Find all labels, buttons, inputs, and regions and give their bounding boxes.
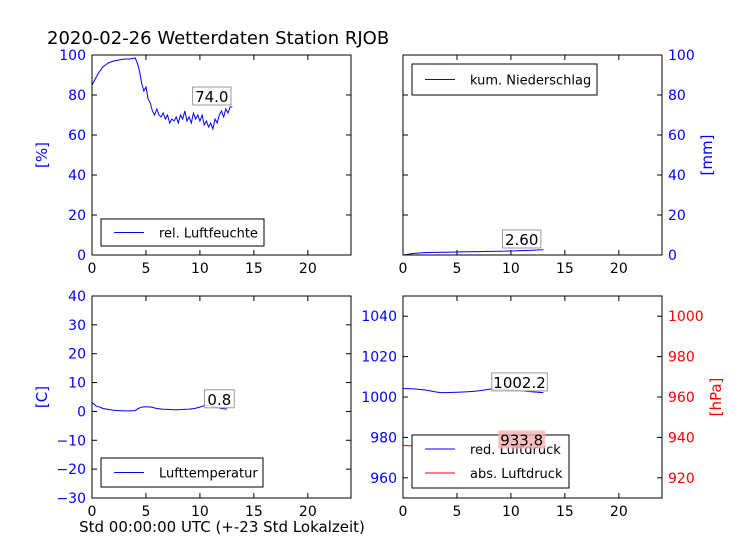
x-tick-label: 15 <box>245 261 263 277</box>
x-tick-label: 5 <box>141 261 150 277</box>
y-tick-label: 80 <box>668 88 686 104</box>
x-tick-label: 15 <box>556 504 574 520</box>
series-line <box>402 249 544 256</box>
y-tick-label: 20 <box>668 208 686 224</box>
y-tick-label: 0 <box>77 404 86 420</box>
series-line <box>91 402 227 412</box>
temperature-panel: 0 5 10 15 20 −30 −20 −10 0 10 20 30 40 [C] Lufttempera… <box>33 289 352 520</box>
x-tick-label: 10 <box>191 504 209 520</box>
axes-frame <box>402 54 663 256</box>
y-tick-label: 40 <box>68 168 86 184</box>
y-tick-label: 940 <box>668 430 695 446</box>
value-label-box <box>502 229 542 249</box>
axes-frame <box>91 54 352 256</box>
x-tick-label: 0 <box>399 261 408 277</box>
y-tick-label: 0 <box>77 248 86 264</box>
legend-label: kum. Niederschlag <box>470 74 591 89</box>
value-label: 74.0 <box>195 88 228 106</box>
x-tick-label: 0 <box>88 261 97 277</box>
figure-title: 2020-02-26 Wetterdaten Station RJOB <box>47 28 389 49</box>
y-tick-label: 960 <box>370 471 397 487</box>
value-label: 933.8 <box>500 431 543 449</box>
y-tick-label: 960 <box>668 390 695 406</box>
x-tick-label: 20 <box>299 504 317 520</box>
axes-frame <box>91 295 352 499</box>
y-tick-label: 1020 <box>361 350 397 366</box>
value-label: 1002.2 <box>493 374 546 392</box>
y-axis-label: [hPa] <box>707 378 725 417</box>
x-tick-label: 15 <box>245 504 263 520</box>
humidity-panel: 0 5 10 15 20 0 20 40 60 80 100 [%] rel. Luftfeuchte 7… <box>33 48 352 277</box>
x-tick-label: 5 <box>452 261 461 277</box>
y-tick-label: 1000 <box>668 309 704 325</box>
x-tick-label: 0 <box>88 504 97 520</box>
value-label: 0.8 <box>207 391 231 409</box>
y-tick-label: 980 <box>668 350 695 366</box>
y-tick-label: 920 <box>668 471 695 487</box>
y-axis-label: [C] <box>33 386 51 408</box>
legend-label: abs. Luftdruck <box>470 467 563 482</box>
y-tick-label: 20 <box>68 347 86 363</box>
x-axis-label: Std 00:00:00 UTC (+-23 Std Lokalzeit) <box>79 518 365 536</box>
value-label-box <box>203 389 235 409</box>
legend-label: rel. Luftfeuchte <box>159 227 258 242</box>
value-label: 2.60 <box>505 231 538 249</box>
y-tick-label: 0 <box>668 248 677 264</box>
x-tick-label: 15 <box>556 261 574 277</box>
precip-panel: 0 5 10 15 20 0 20 40 60 80 100 [mm] kum. Niederschla… <box>399 48 716 277</box>
y-tick-label: −10 <box>56 433 86 449</box>
x-tick-label: 0 <box>399 504 408 520</box>
x-tick-label: 20 <box>299 261 317 277</box>
y-axis-label: [%] <box>33 142 51 168</box>
x-tick-label: 5 <box>141 504 150 520</box>
axes-frame <box>402 295 663 499</box>
value-label-box <box>491 372 548 392</box>
legend-label: Lufttemperatur <box>159 467 258 482</box>
y-tick-label: −20 <box>56 462 86 478</box>
x-tick-label: 10 <box>502 504 520 520</box>
value-label-box <box>498 430 546 449</box>
series-line <box>91 57 233 131</box>
x-tick-label: 10 <box>502 261 520 277</box>
y-tick-label: 40 <box>668 168 686 184</box>
pressure-panel: 0 5 10 15 20 960 980 1000 1020 1040 920 940 960 980 10… <box>361 295 725 520</box>
y-tick-label: 30 <box>68 318 86 334</box>
y-tick-label: 60 <box>668 128 686 144</box>
x-tick-label: 20 <box>610 261 628 277</box>
x-tick-label: 5 <box>452 504 461 520</box>
y-axis-label: [mm] <box>698 135 716 176</box>
value-label-box <box>192 86 232 106</box>
y-tick-label: 1000 <box>361 390 397 406</box>
x-tick-label: 20 <box>610 504 628 520</box>
y-tick-label: 10 <box>68 376 86 392</box>
y-tick-label: 60 <box>68 128 86 144</box>
y-tick-label: 40 <box>68 289 86 305</box>
y-tick-label: 80 <box>68 88 86 104</box>
y-tick-label: −30 <box>56 491 86 507</box>
y-tick-label: 1040 <box>361 309 397 325</box>
y-tick-label: 100 <box>668 48 695 64</box>
y-tick-label: 980 <box>370 430 397 446</box>
y-tick-label: 100 <box>59 48 86 64</box>
x-tick-label: 10 <box>191 261 209 277</box>
y-tick-label: 20 <box>68 208 86 224</box>
